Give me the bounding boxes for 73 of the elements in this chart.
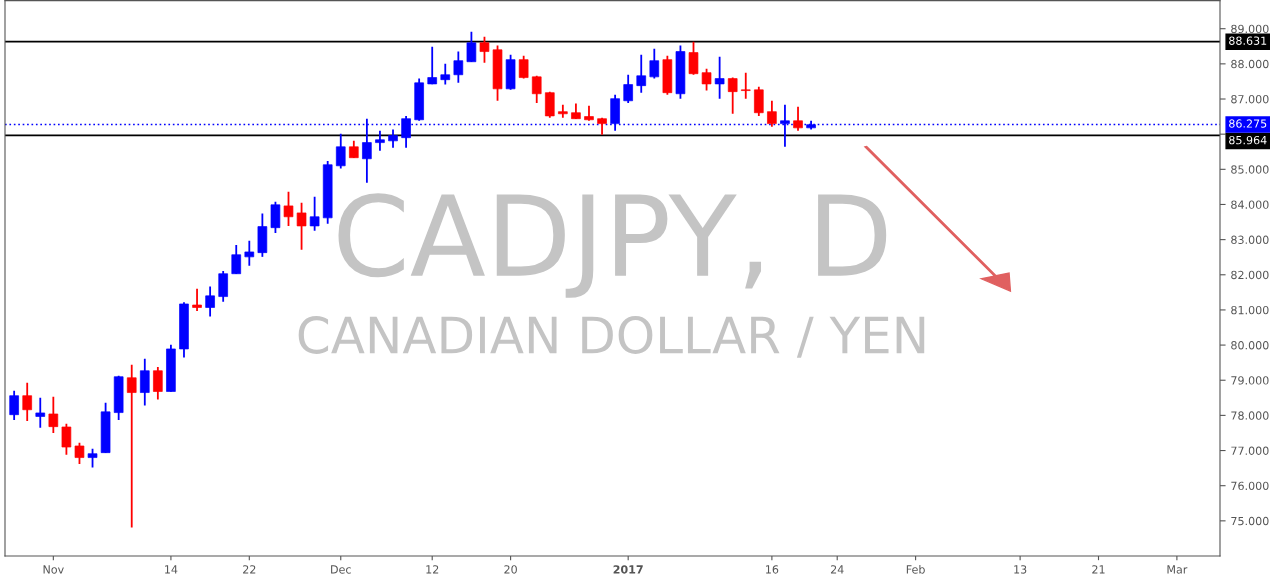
x-tick-label: 22	[243, 565, 256, 574]
x-tick-label: 20	[504, 565, 517, 574]
candlestick	[218, 270, 228, 303]
candlestick	[466, 30, 477, 64]
x-tick-label: 24	[830, 565, 844, 574]
y-tick-label: 80.000	[1231, 341, 1269, 350]
candlestick	[87, 447, 98, 469]
candlestick	[35, 396, 46, 429]
candlestick	[270, 200, 281, 234]
x-tick-label: 12	[426, 565, 439, 574]
x-tick-label: 21	[1092, 565, 1105, 574]
candlestick	[9, 389, 19, 421]
y-tick-label: 89.000	[1231, 24, 1269, 34]
y-tick-label: 82.000	[1231, 270, 1269, 280]
x-tick-label: 14	[165, 565, 178, 574]
x-tick-label: Mar	[1167, 565, 1188, 574]
candlestick	[688, 40, 699, 76]
candlestick	[61, 422, 72, 456]
y-tick-label: 77.000	[1231, 446, 1269, 455]
candlestick	[623, 73, 633, 104]
candlestick	[309, 195, 320, 232]
x-tick-label: Dec	[331, 565, 351, 574]
annotation: CANADIAN DOLLAR / YEN	[298, 316, 925, 358]
candlestick	[793, 105, 803, 132]
ref-line-label: 88.631	[1229, 36, 1267, 45]
y-tick-label: 87.000	[1231, 94, 1269, 104]
candlestick	[636, 53, 647, 94]
candlestick	[649, 47, 660, 80]
candlestick	[192, 287, 202, 312]
candlestick	[153, 365, 163, 401]
ref-line-label: 85.964	[1229, 135, 1267, 145]
candlestick	[205, 285, 215, 318]
candlestick	[518, 54, 529, 80]
candlestick	[440, 62, 451, 86]
candlestick	[531, 74, 542, 104]
candlestick	[140, 357, 150, 407]
y-tick-label: 76.000	[1231, 481, 1269, 491]
y-tick-label: 75.000	[1231, 516, 1269, 526]
candlestick	[244, 239, 255, 267]
candlestick	[727, 76, 738, 115]
y-tick-label: 79.000	[1231, 376, 1269, 385]
x-tick-label: Feb	[906, 565, 925, 574]
candlestick	[283, 190, 294, 227]
candlestick	[453, 50, 464, 84]
candlestick	[740, 71, 751, 100]
candlestick	[545, 90, 555, 119]
candlestick	[427, 45, 437, 86]
x-tick-label: 13	[1014, 565, 1027, 574]
candlestick	[231, 243, 242, 275]
x-tick-label: 2017	[613, 565, 643, 574]
candlestick	[74, 441, 85, 465]
candlestick	[22, 381, 32, 422]
y-tick-label: 88.000	[1231, 59, 1269, 69]
candlestick	[388, 128, 398, 149]
candlestick	[296, 201, 307, 251]
ref-line-label: 86.275	[1229, 119, 1267, 128]
annotation: CADJPY, D	[338, 193, 887, 298]
candlestick	[126, 363, 137, 529]
candlestick	[754, 85, 764, 117]
x-tick-label: 16	[766, 565, 779, 574]
candlestick	[48, 395, 59, 434]
candlestick	[701, 67, 712, 92]
y-tick-label: 85.000	[1231, 165, 1269, 174]
y-tick-label: 84.000	[1231, 200, 1269, 209]
candlestick	[767, 99, 777, 128]
x-tick-label: Nov	[43, 565, 64, 574]
y-tick-label: 78.000	[1231, 411, 1269, 420]
candlestick	[714, 55, 725, 100]
candlestick	[375, 129, 385, 152]
y-tick-label: 81.000	[1231, 305, 1269, 315]
y-tick-label: 83.000	[1231, 235, 1269, 244]
candlestick	[479, 35, 490, 64]
candlestick	[335, 132, 346, 170]
